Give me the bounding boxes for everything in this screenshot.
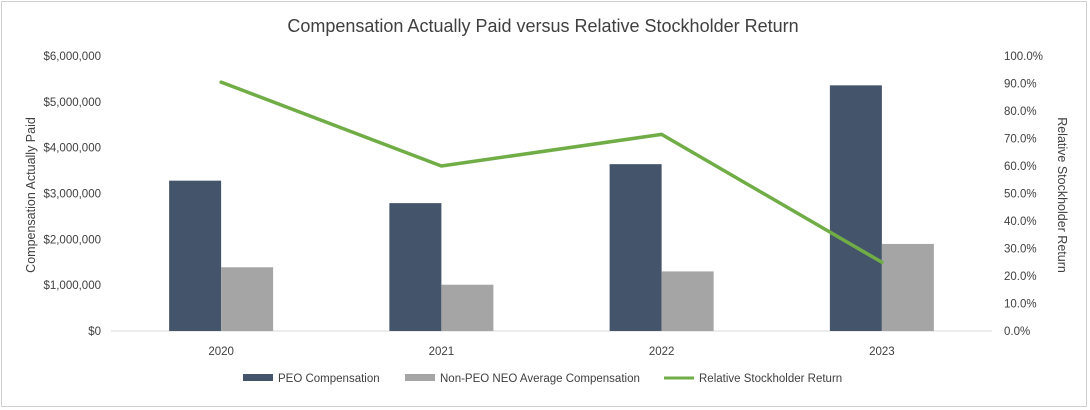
legend-non-peo-label: Non-PEO NEO Average Compensation bbox=[440, 373, 640, 385]
chart-title: Compensation Actually Paid versus Relati… bbox=[287, 16, 798, 36]
bar-peo bbox=[829, 85, 882, 331]
y-right-tick-label: 80.0% bbox=[1004, 106, 1037, 118]
line-relative-stockholder-return bbox=[219, 80, 884, 264]
bar-non-peo bbox=[661, 271, 714, 331]
y-right-tick-label: 50.0% bbox=[1004, 189, 1037, 201]
y-left-tick-label: $5,000,000 bbox=[43, 97, 101, 109]
bar-non-peo bbox=[441, 284, 494, 331]
y-right-tick-label: 10.0% bbox=[1004, 299, 1037, 311]
legend-peo-label: PEO Compensation bbox=[278, 373, 380, 385]
x-tick-label: 2023 bbox=[869, 346, 895, 358]
y-left-tick-label: $0 bbox=[88, 326, 101, 338]
bar-peo bbox=[609, 164, 662, 331]
y-left-tick-label: $1,000,000 bbox=[43, 280, 101, 292]
legend-non-peo-swatch bbox=[405, 374, 435, 381]
y-right-tick-label: 0.0% bbox=[1004, 326, 1030, 338]
y-left-tick-label: $2,000,000 bbox=[43, 234, 101, 246]
legend-peo-swatch bbox=[243, 374, 273, 381]
y-axis-right-label: Relative Stockholder Return bbox=[1055, 117, 1069, 273]
x-tick-label: 2022 bbox=[649, 346, 675, 358]
y-left-tick-label: $6,000,000 bbox=[43, 51, 101, 63]
y-right-tick-label: 40.0% bbox=[1004, 216, 1037, 228]
y-right-tick-label: 60.0% bbox=[1004, 161, 1037, 173]
y-right-tick-label: 90.0% bbox=[1004, 79, 1037, 91]
y-left-tick-label: $3,000,000 bbox=[43, 189, 101, 201]
bar-peo bbox=[169, 180, 222, 331]
y-axis-left-label: Compensation Actually Paid bbox=[24, 117, 38, 273]
x-tick-label: 2020 bbox=[208, 346, 234, 358]
legend: PEO Compensation Non-PEO NEO Average Comp… bbox=[243, 373, 842, 385]
y-right-tick-label: 70.0% bbox=[1004, 134, 1037, 146]
legend-rsr-label: Relative Stockholder Return bbox=[699, 373, 842, 385]
bar-non-peo bbox=[881, 243, 934, 331]
y-right-tick-label: 20.0% bbox=[1004, 271, 1037, 283]
x-tick-label: 2021 bbox=[429, 346, 455, 358]
y-left-tick-label: $4,000,000 bbox=[43, 143, 101, 155]
y-right-tick-label: 30.0% bbox=[1004, 244, 1037, 256]
bar-non-peo bbox=[221, 267, 274, 331]
bar-peo bbox=[389, 203, 442, 331]
y-right-tick-label: 100.0% bbox=[1004, 51, 1043, 63]
